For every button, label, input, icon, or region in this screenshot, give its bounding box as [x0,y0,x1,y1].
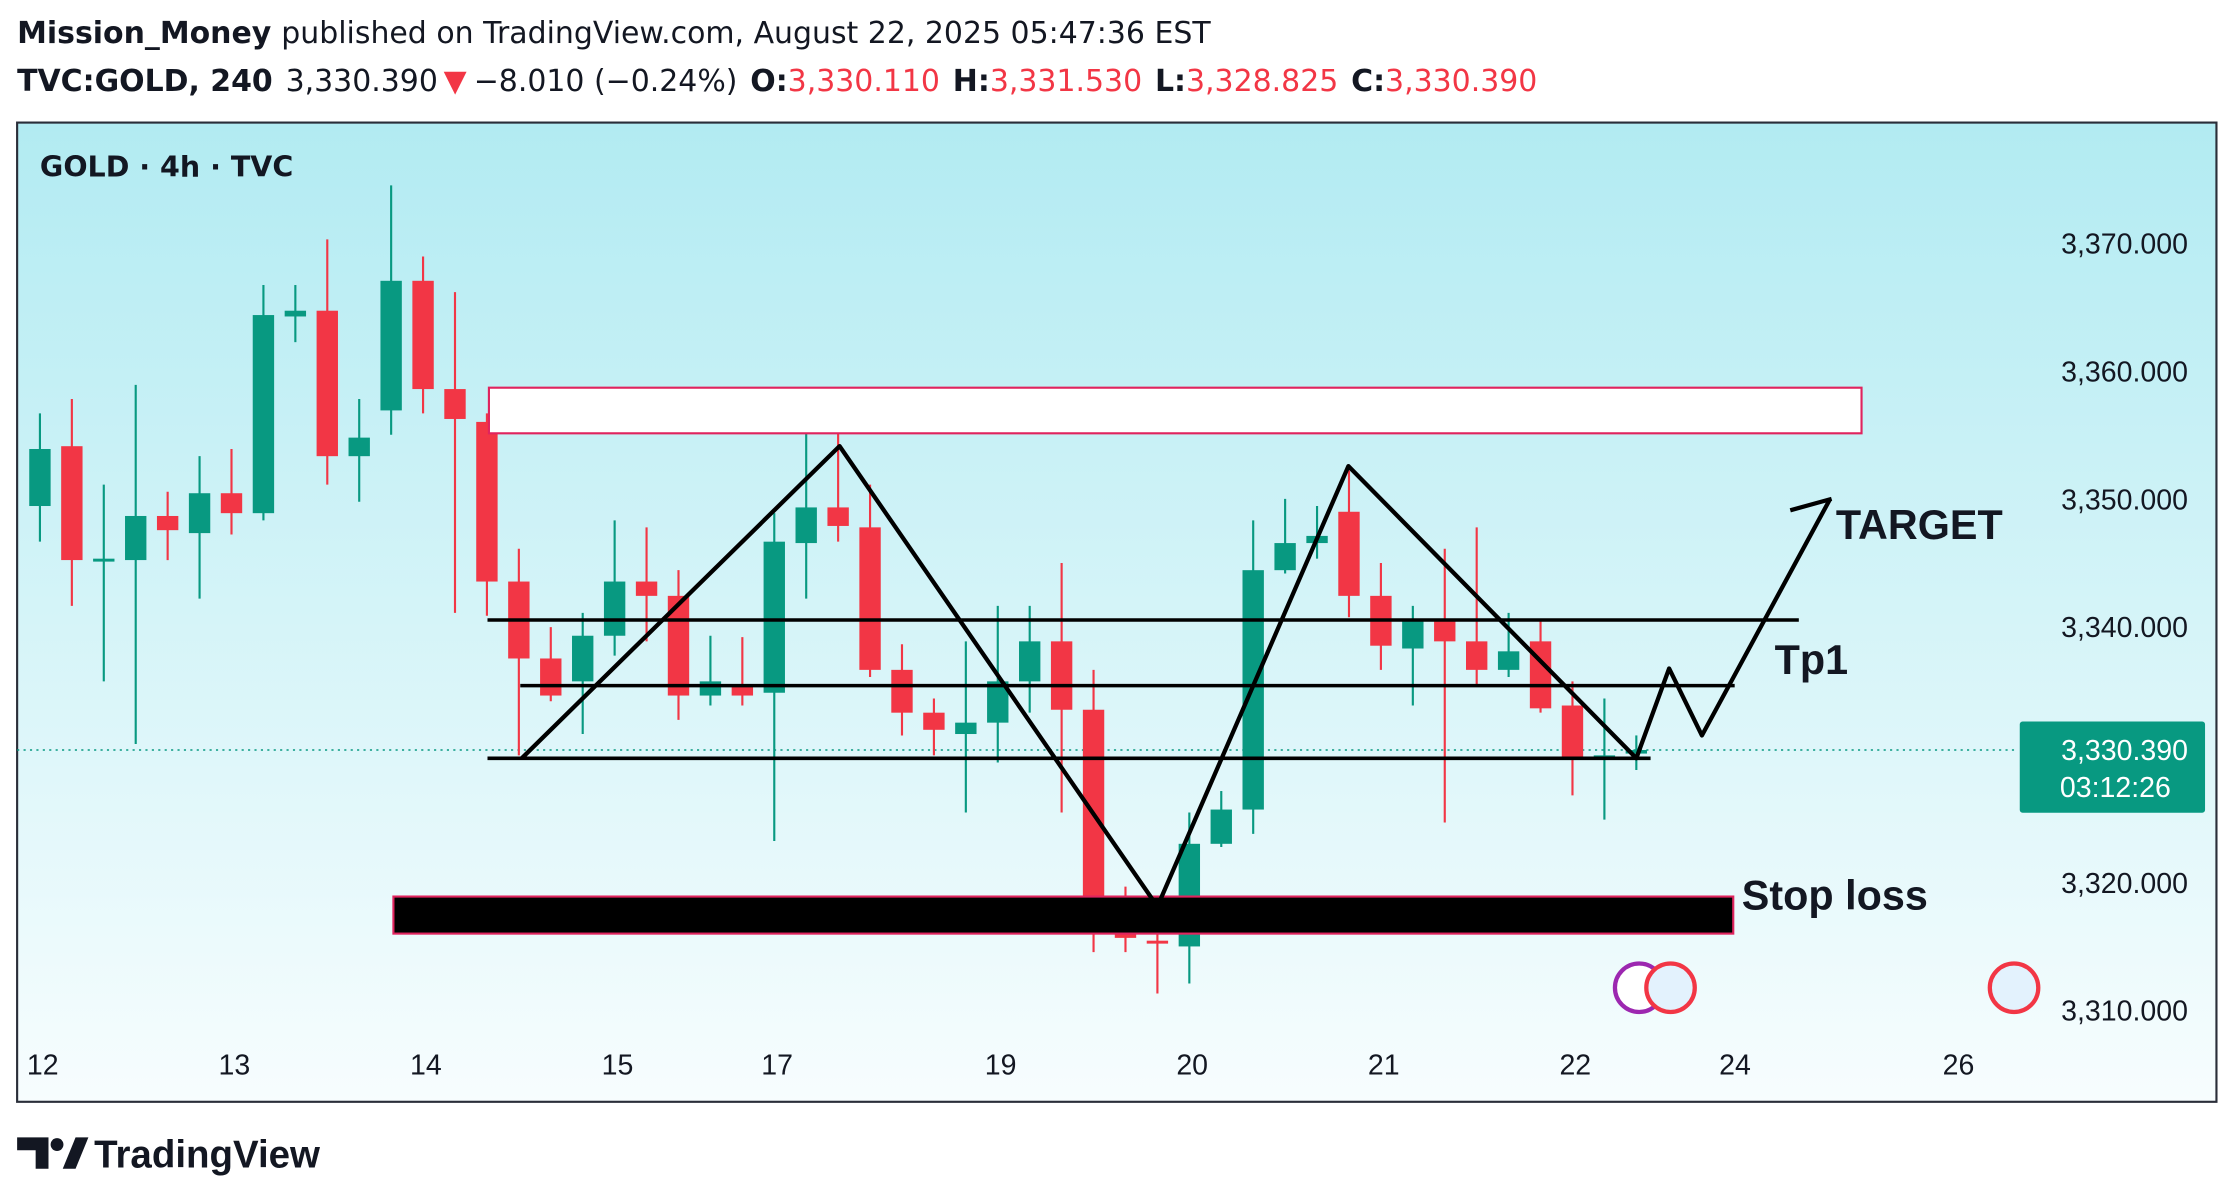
ohlc-value: 3,331.530 [990,64,1142,99]
arrow-head [1789,496,1833,513]
y-tick-label: 3,320.000 [2061,868,2188,900]
candle-body [125,515,147,561]
candle-body [1274,543,1296,571]
stop-zone [392,895,1735,935]
event-icon [1987,961,2041,1015]
candle-body [827,507,849,526]
arrow: ▼ [444,64,467,99]
last-price-box [2019,721,2206,813]
y-tick-label: 3,340.000 [2061,612,2188,644]
header-line: Mission_Money published on TradingView.co… [17,16,1211,51]
candle-body [252,315,275,514]
candle-body [1561,705,1584,759]
symbol: TVC:GOLD, 240 [17,64,273,99]
x-tick-label: 21 [1368,1050,1400,1082]
countdown: 03:12:26 [2060,772,2171,804]
x-tick-label: 20 [1176,1050,1208,1082]
candle-body [572,635,594,682]
x-tick-label: 24 [1719,1050,1751,1082]
candle-body [93,558,115,562]
drawings: TARGET Tp1 Stop loss [392,386,2041,1015]
ohlc-value: 3,330.110 [788,64,940,99]
ohlc-value: 3,328.825 [1186,64,1338,99]
candle-body [891,669,913,713]
pane [16,121,2218,1103]
x-tick-label: 15 [602,1050,634,1082]
ohlc-label: O: [750,64,787,99]
x-tick-label: 14 [410,1050,442,1082]
candle-body [955,722,977,735]
candle-body [1338,511,1360,596]
y-tick-label: 3,360.000 [2061,357,2188,389]
y-tick-label: 3,310.000 [2061,996,2188,1028]
candle-body [444,389,466,419]
logo-mark [50,1138,64,1151]
last-price-label: 3,330.390 [2061,735,2188,767]
logo-mark [17,1137,49,1169]
x-tick-label: 13 [218,1050,250,1082]
candle-body [476,421,498,582]
candle-body [699,681,722,696]
candle-body [316,310,338,457]
published: published on TradingView.com, August 22,… [281,16,1211,51]
candle-body [635,581,658,596]
candle-body [795,507,817,544]
candle-body [156,515,179,531]
x-tick-label: 19 [985,1050,1017,1082]
candle-body [348,437,370,457]
symbol-line: TVC:GOLD, 240 3,330.390 ▼ −8.010 (−0.24%) O:… [17,64,1537,99]
candle-body [1465,641,1488,670]
logo-mark [62,1137,89,1169]
candle-body [923,712,945,730]
candle-body [29,449,51,507]
x-tick-label: 12 [27,1050,59,1082]
price: 3,330.390 [286,64,438,99]
candle-body [1434,618,1456,642]
x-tick-label: 22 [1559,1050,1591,1082]
event-icon [1644,961,1697,1015]
change: −8.010 (−0.24%) [474,64,738,99]
ohlc-value: 3,330.390 [1385,64,1537,99]
chart-title: GOLD · 4h · TVC [40,151,293,184]
ohlc-label: L: [1155,64,1186,99]
candle-body [412,280,434,390]
candle-body [763,541,785,693]
candle-body [188,493,211,534]
author: Mission_Money [17,16,271,51]
x-tick-label: 26 [1943,1050,1975,1082]
candle-body [1019,641,1041,682]
candle-body [731,684,754,696]
y-tick-label: 3,350.000 [2061,484,2188,516]
stop-loss-label: Stop loss [1742,872,1928,918]
candle-body [1625,749,1648,754]
candle-body [61,446,83,561]
brand: TradingView [94,1133,320,1176]
candle-body [1210,809,1232,844]
candle-body [220,493,243,514]
candle-body [1146,940,1169,944]
resistance-zone [487,386,1863,435]
tp1-label: Tp1 [1775,637,1848,683]
pattern-path [520,443,1833,909]
candle-body [603,581,626,636]
target-label: TARGET [1836,502,2003,548]
candle-body [859,527,881,670]
candle-body [284,310,307,317]
candle-body [380,280,402,411]
y-tick-label: 3,370.000 [2061,229,2188,261]
candle-body [1402,618,1424,649]
ohlc-label: H: [953,64,990,99]
x-tick-label: 17 [761,1050,793,1082]
candle-body [987,681,1009,723]
footer-logo: TradingView [17,1133,320,1176]
candle-body [540,658,562,696]
candle-body [1497,651,1520,670]
candle-body [1050,641,1073,710]
ohlc-label: C: [1351,64,1385,99]
